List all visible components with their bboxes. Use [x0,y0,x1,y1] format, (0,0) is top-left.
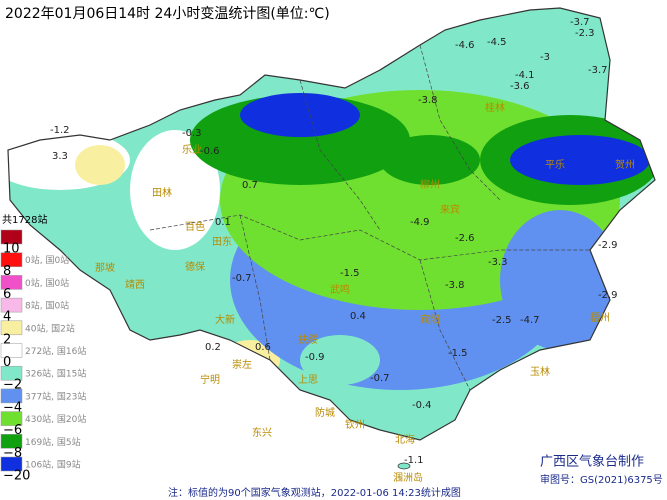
legend-count: 326站, 国15站 [25,368,86,380]
station-value: -0.9 [305,352,325,363]
station-value: -3.3 [488,257,508,268]
island [397,462,411,470]
place-name: 钦州 [345,419,365,431]
legend-swatch [0,275,23,290]
place-name: 扶绥 [298,333,318,346]
legend-swatch [0,388,23,404]
city-borders [149,44,590,391]
legend-threshold: 6 [3,287,11,302]
station-value: -3 [540,52,550,63]
station-value: -4.9 [410,217,430,228]
place-name: 乐业 [182,144,202,156]
legend-swatch [0,456,23,472]
legend-threshold: 4 [3,310,11,325]
place-name: 宾阳 [420,313,440,326]
station-value: -2.5 [492,315,512,326]
place-name: 德保 [185,260,205,273]
legend-count: 169站, 国5站 [25,436,81,448]
place-name: 宁明 [200,373,220,386]
station-value: -2.9 [598,240,618,251]
place-name: 崇左 [232,358,252,371]
legend-count: 272站, 国16站 [25,345,86,357]
legend-swatch [0,320,23,336]
place-name: 梧州 [590,311,610,324]
station-value: -0.7 [370,373,390,384]
place-name: 北海 [395,433,415,446]
station-value: -0.6 [200,146,220,157]
station-value: -1.5 [340,268,360,279]
place-name: 桂林 [485,101,505,114]
place-name: 来宾 [440,203,460,216]
station-value: 3.3 [52,151,68,162]
station-value: -3.7 [570,17,590,28]
station-value: -4.6 [455,40,475,51]
station-value: -1.2 [50,125,70,136]
footnote: 注：标值的为90个国家气象观测站，2022-01-06 14:23统计成图 [168,486,461,499]
station-value: -2.3 [575,28,595,39]
place-name: 大新 [215,313,235,326]
place-name: 田林 [152,186,172,199]
legend-threshold: 2 [3,332,11,347]
station-value: -3.6 [510,81,530,92]
station-value: -3.7 [588,65,608,76]
station-value: -4.5 [487,37,507,48]
legend-swatch [0,434,23,449]
station-value: 0.7 [242,180,258,191]
legend-swatch [0,343,23,358]
station-value: -1.5 [448,348,468,359]
station-value: -3.8 [418,95,438,106]
title: 2022年01月06日14时 24小时变温统计图(单位:℃) [5,6,330,22]
approval: 审图号：GS(2021)6375号 [540,473,663,486]
station-value: -0.4 [412,400,432,411]
legend-total: 共1728站 [2,213,47,226]
place-name: 靖西 [125,278,145,291]
place-name: 贺州 [615,159,635,171]
place-name: 涠洲岛 [393,471,423,484]
legend-swatch [0,297,23,313]
station-value: -2.6 [455,233,475,244]
legend-threshold: 0 [3,355,11,370]
place-name: 东兴 [252,426,272,439]
legend-count: 8站, 国0站 [25,300,69,312]
legend-swatch [0,365,23,381]
place-name: 那坡 [95,261,115,274]
legend-threshold: 8 [3,264,11,279]
station-value: -0.3 [182,128,202,139]
station-value: -2.9 [598,290,618,301]
legend-count: 0站, 国0站 [25,277,69,289]
station-value: -0.7 [232,273,252,284]
station-value: -4.1 [515,70,535,81]
station-value: 0.1 [215,217,231,228]
station-value: -4.7 [520,315,540,326]
place-name: 防城 [315,406,335,419]
place-name: 百色 [185,220,205,233]
place-name: 上思 [298,374,318,386]
legend-count: 377站, 国23站 [25,390,86,402]
place-name: 田东 [212,235,232,248]
legend-count: 106站, 国9站 [25,459,81,471]
station-value: 0.4 [350,311,366,322]
place-name: 柳州 [420,178,440,191]
legend-swatch [0,229,23,245]
place-name: 武鸣 [330,283,350,296]
place-name: 平乐 [545,159,565,171]
legend-swatch [0,252,23,267]
legend-count: 0站, 国0站 [25,254,69,266]
station-value: 0.2 [205,342,221,353]
province-border [7,7,656,441]
legend-swatch [0,411,23,426]
legend-threshold: −20 [3,469,30,484]
station-value: 0.6 [255,342,271,353]
station-value: -1.1 [404,455,424,466]
legend-count: 430站, 国20站 [25,413,86,425]
legend-count: 40站, 国2站 [25,322,75,334]
place-name: 玉林 [530,365,550,378]
maker: 广西区气象台制作 [540,454,644,470]
station-value: -3.8 [445,280,465,291]
